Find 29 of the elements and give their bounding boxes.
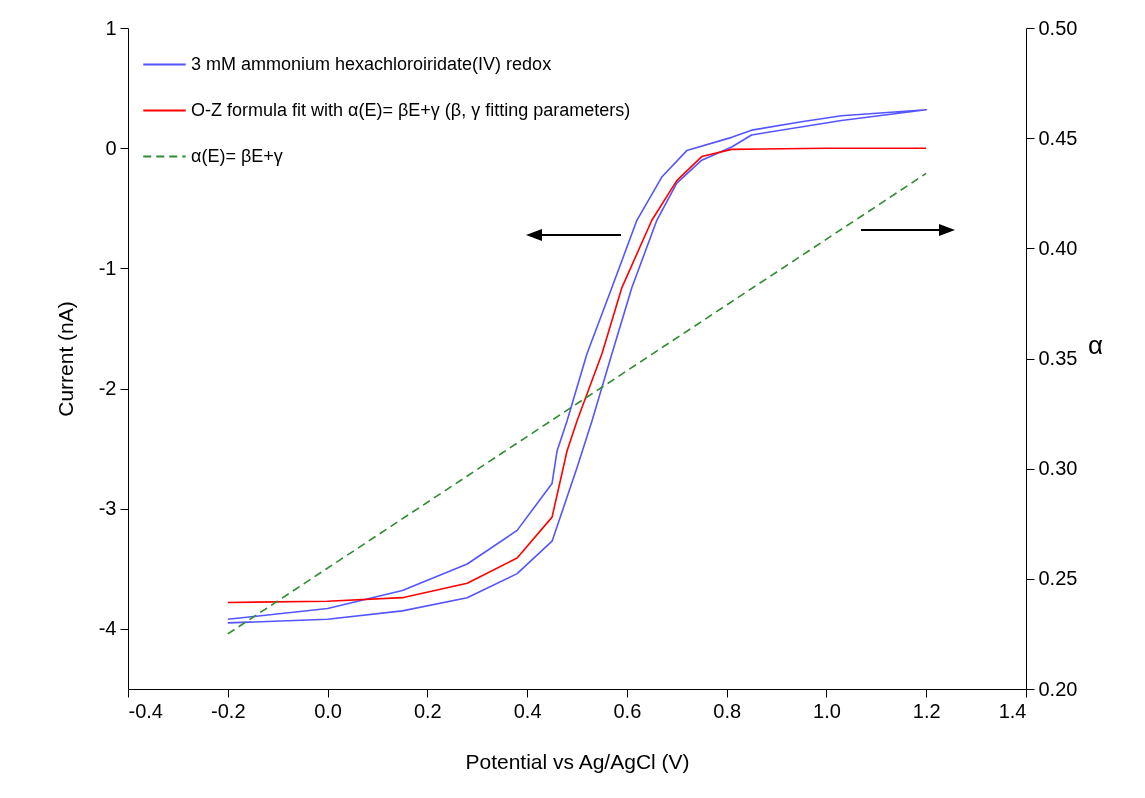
legend-label: O-Z formula fit with α(E)= βE+γ (β, γ fitting parameters) [191,99,631,120]
y2-tick-label: 0.30 [1038,457,1078,480]
y-axis-title: Current (nA) [53,301,77,417]
y-tick-label: -1 [98,256,117,279]
legend-label: α(E)= βE+γ [191,145,283,166]
x-tick-label: -0.2 [211,699,246,722]
x-tick-label: 1.0 [813,699,841,722]
x-tick-label: 1.4 [998,699,1027,722]
x-tick-label: 0.4 [513,699,542,722]
y2-axis-title: α [1087,330,1103,360]
y2-tick-label: 0.45 [1038,126,1078,149]
y2-tick-label: 0.20 [1038,677,1078,700]
y-tick-label: -3 [98,497,117,520]
x-tick-label: 0.6 [613,699,642,722]
x-tick-label: 0.2 [413,699,442,722]
x-tick-label: -0.4 [128,699,163,722]
y2-tick-label: 0.25 [1038,567,1078,590]
x-tick-label: 0.8 [713,699,742,722]
x-axis-title: Potential vs Ag/AgCl (V) [465,749,690,773]
x-tick-label: 0.0 [314,699,342,722]
y-tick-label: -4 [98,617,117,640]
y2-tick-label: 0.35 [1038,347,1078,369]
y2-tick-label: 0.50 [1038,16,1078,39]
x-tick-label: 1.2 [912,699,941,722]
y-tick-label: 1 [105,16,117,39]
y-tick-label: -2 [98,377,117,400]
legend-label: 3 mM ammonium hexachloroiridate(IV) redox [191,53,552,74]
y-tick-label: 0 [105,136,117,159]
y2-tick-label: 0.40 [1038,236,1078,259]
